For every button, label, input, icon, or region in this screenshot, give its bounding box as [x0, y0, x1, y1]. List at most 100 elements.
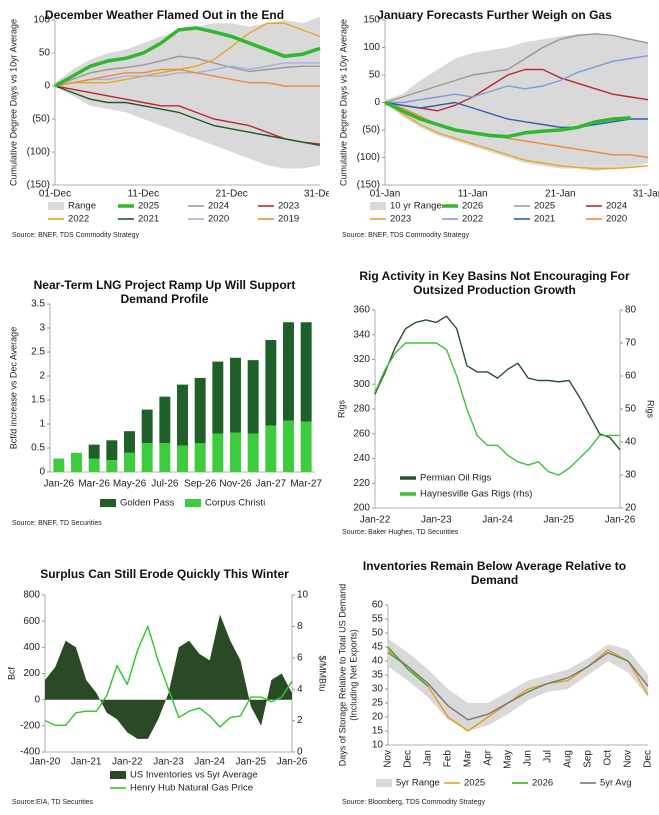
- legend-label: 2022: [68, 214, 89, 225]
- y2-tick-label: 10: [297, 590, 309, 601]
- chart-title: January Forecasts Further Weigh on Gas: [377, 8, 612, 22]
- legend-label: 2026: [462, 201, 483, 212]
- y-axis-title: Rigs: [336, 400, 346, 419]
- x-tick-label: Jan-24: [482, 515, 513, 526]
- line: [385, 55, 649, 104]
- legend-label: 2025: [138, 201, 159, 212]
- x-tick-label: 11-Jan: [458, 189, 488, 200]
- y-tick-label: 1: [39, 419, 45, 430]
- y-tick-label: 240: [353, 453, 370, 464]
- chart-panel: (150) (100) (50) 0 50 100 01-Dec 11-Dec 21-Dec 31…: [0, 0, 329, 268]
- y-axis-title: (Including Net Exports): [348, 629, 358, 721]
- x-tick-label: 31-Jan: [633, 189, 659, 200]
- x-tick-label: Jan-22: [112, 757, 143, 768]
- y-tick-label: -400: [20, 747, 40, 758]
- source-note: Source: Bloomberg, TDS Commodity Strateg…: [342, 799, 486, 806]
- x-tick-label: 11-Dec: [128, 189, 160, 200]
- source-note: Source: BNEF, TD Securities: [12, 520, 102, 527]
- y-tick-label: 360: [353, 305, 370, 316]
- legend-swatch: [370, 202, 386, 210]
- y-axis-title: Bcf/d increase vs Dec Average: [8, 327, 18, 449]
- x-tick-label: 31-Dec: [304, 189, 329, 200]
- x-tick-label: 01-Jan: [370, 189, 401, 200]
- legend-label: 2025: [464, 778, 485, 789]
- y-tick-label: 2.5: [31, 347, 45, 358]
- line: [384, 101, 648, 128]
- y-axis-title: Days of Storage Relative to Total US Dem…: [337, 584, 347, 766]
- line: [387, 651, 649, 721]
- y-tick-label: 200: [23, 668, 40, 679]
- x-tick-label: Jan-24: [194, 757, 225, 768]
- y-tick-label: 600: [23, 616, 40, 627]
- area: [45, 614, 292, 739]
- y-tick-label: 2: [39, 371, 45, 382]
- y-tick-label: 0: [39, 467, 45, 478]
- x-tick-label: Apr: [483, 749, 494, 765]
- range-band: [388, 638, 648, 731]
- bar-segment: [265, 425, 277, 472]
- x-tick-label: Mar: [463, 749, 474, 767]
- y-tick-label: (100): [357, 152, 380, 163]
- source-note: Source: BNEF, TDS Commodity Strategy: [342, 232, 470, 239]
- y2-axis-title: $/MMBtu: [318, 655, 328, 691]
- x-tick-label: Feb: [443, 750, 454, 768]
- y-tick-label: 25: [372, 698, 384, 709]
- line: [54, 62, 320, 87]
- x-tick-label: Jan-21: [71, 757, 102, 768]
- line: [387, 649, 649, 732]
- y2-tick-label: 80: [625, 305, 637, 316]
- line: [374, 342, 620, 476]
- chart-panel: 200 220 240 260 280 300 320 340 360 20 30 40 50 60 70 8…: [330, 265, 659, 550]
- chart: 200 220 240 260 280 300 320 340 360 20 30 40 50 60 70 8…: [336, 305, 655, 526]
- legend-label: Corpus Christi: [205, 498, 265, 509]
- y2-tick-label: 50: [625, 404, 637, 415]
- bar-segment: [230, 432, 241, 472]
- bar-segment: [141, 443, 153, 472]
- line: [384, 101, 649, 170]
- y-tick-label: 0: [34, 694, 40, 705]
- legend-label: 5yr Avg: [600, 778, 632, 789]
- bar-segment: [71, 452, 82, 472]
- y-tick-label: 3.5: [31, 299, 45, 310]
- bar-segment: [230, 357, 241, 433]
- x-tick-label: Jan-26: [605, 515, 636, 526]
- bar-segment: [212, 433, 224, 472]
- y-tick-label: 40: [372, 656, 384, 667]
- y-tick-label: 3: [39, 323, 45, 334]
- x-tick-label: Jan-26: [44, 479, 75, 490]
- y2-tick-label: 2: [297, 715, 303, 726]
- y-tick-label: 150: [363, 15, 380, 26]
- y2-tick-label: 20: [625, 503, 637, 514]
- bar-segment: [88, 458, 100, 472]
- legend-label: Haynesville Gas Rigs (rhs): [420, 489, 532, 500]
- bar-segment: [283, 322, 294, 421]
- x-tick-label: Nov-26: [219, 479, 252, 490]
- line: [54, 85, 321, 145]
- legend-swatch: [110, 771, 126, 779]
- bar-segment: [124, 452, 135, 472]
- source-note: Source: Baker Hughes, TD Securities: [342, 529, 459, 536]
- bar-segment: [265, 340, 277, 426]
- legend-label: 2024: [606, 201, 627, 212]
- y-tick-label: 320: [353, 354, 370, 365]
- source-note: Source:EIA, TD Securities: [12, 799, 94, 806]
- chart-title: Surplus Can Still Erode Quickly This Win…: [40, 567, 289, 581]
- y-tick-label: 800: [23, 590, 40, 601]
- y2-tick-label: 40: [625, 437, 637, 448]
- line: [374, 315, 621, 451]
- bar-segment: [53, 458, 65, 472]
- y2-tick-label: 6: [297, 652, 303, 663]
- legend-swatch: [48, 202, 64, 210]
- y-tick-label: 35: [372, 670, 384, 681]
- y2-tick-label: 30: [625, 470, 637, 481]
- chart-panel: (150) (100) (50) 0 50 100 150 01-Jan 11-Jan 21-Ja…: [330, 0, 659, 268]
- line: [54, 68, 320, 87]
- legend-label: US Inventories vs 5yr Average: [130, 770, 258, 781]
- line: [387, 646, 429, 687]
- chart-title: December Weather Flamed Out in the End: [44, 8, 285, 22]
- line: [384, 100, 631, 139]
- x-tick-label: Sep-26: [184, 479, 217, 490]
- y-tick-label: 30: [372, 684, 384, 695]
- x-tick-label: 21-Jan: [545, 189, 576, 200]
- line: [384, 68, 649, 112]
